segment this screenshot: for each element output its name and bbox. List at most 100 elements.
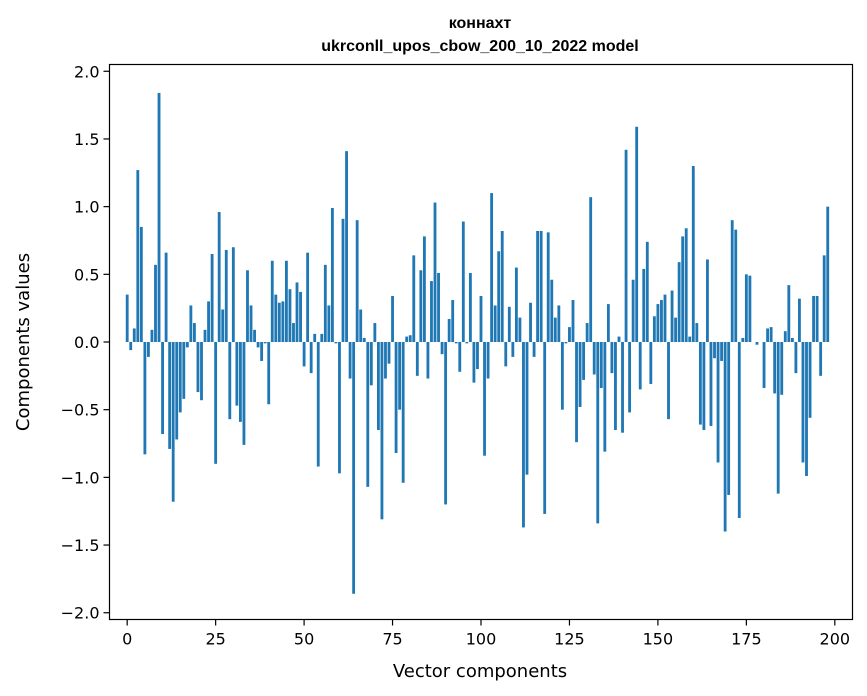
bar	[440, 342, 444, 355]
bar	[769, 327, 773, 342]
x-tick-label: 150	[643, 630, 674, 649]
bar	[249, 305, 253, 342]
x-axis-label: Vector components	[393, 661, 567, 682]
bar	[175, 342, 179, 440]
bar	[610, 342, 614, 374]
bar	[447, 318, 451, 342]
bar	[564, 342, 568, 344]
bar	[709, 342, 713, 426]
bar	[815, 295, 819, 342]
bar	[359, 309, 363, 342]
y-tick-label: 0.5	[74, 265, 99, 284]
bar	[490, 193, 494, 342]
bar	[398, 342, 402, 410]
bar	[599, 342, 603, 389]
bar	[394, 342, 398, 453]
bar	[320, 333, 324, 342]
bar	[139, 226, 143, 342]
bar	[288, 289, 292, 342]
bar	[596, 342, 600, 524]
bar	[723, 342, 727, 532]
y-tick-label: −2.0	[61, 604, 100, 623]
bar	[631, 279, 635, 342]
bar	[147, 342, 150, 357]
bar	[408, 335, 412, 342]
x-tick-label: 75	[382, 630, 402, 649]
bar	[780, 342, 784, 395]
bar	[341, 218, 345, 342]
bar	[412, 255, 416, 342]
bar	[511, 342, 515, 357]
bar	[391, 295, 394, 342]
bar	[267, 342, 271, 405]
bar	[274, 294, 278, 342]
bar	[387, 342, 391, 364]
bar	[306, 252, 310, 342]
bar	[762, 342, 766, 389]
bar	[706, 259, 709, 342]
bar	[178, 342, 182, 413]
bar	[801, 342, 805, 463]
bar	[161, 342, 164, 435]
bar	[479, 295, 483, 342]
bar	[458, 342, 462, 372]
bar	[299, 291, 302, 342]
bar	[193, 323, 196, 342]
bar	[652, 316, 656, 342]
bar	[129, 342, 133, 351]
plot-frame	[108, 63, 854, 621]
bar	[493, 305, 497, 342]
bar	[422, 236, 426, 342]
bar	[189, 305, 193, 342]
y-tick-label: 0.0	[74, 333, 99, 352]
bar	[182, 342, 186, 399]
bar	[313, 333, 317, 342]
bar	[720, 342, 724, 361]
bar	[568, 327, 571, 342]
bar	[242, 342, 246, 445]
bar	[323, 264, 327, 342]
bar	[327, 305, 331, 342]
bar	[514, 267, 518, 342]
bar	[667, 342, 670, 420]
bar	[362, 337, 366, 342]
bar	[691, 166, 695, 342]
bar	[369, 342, 373, 386]
bar	[603, 342, 607, 452]
bar	[585, 323, 589, 342]
bar	[755, 342, 759, 345]
bar	[401, 342, 405, 483]
bar	[207, 301, 210, 342]
bar	[688, 336, 692, 342]
bar	[284, 260, 288, 342]
bar	[578, 342, 582, 407]
bar	[437, 272, 440, 342]
y-tick-label: −1.5	[61, 536, 100, 555]
bar	[419, 270, 423, 342]
bar	[483, 342, 486, 456]
bar	[136, 170, 140, 342]
bar	[702, 342, 706, 430]
bar	[292, 323, 295, 342]
bar	[589, 197, 593, 342]
bar	[295, 282, 299, 342]
bar	[221, 309, 225, 342]
bar	[185, 342, 189, 348]
bar	[366, 342, 370, 487]
bar	[164, 252, 168, 342]
bar	[472, 342, 476, 383]
bar	[246, 270, 249, 342]
bar	[196, 342, 200, 393]
bar	[677, 262, 681, 342]
bar	[532, 342, 536, 357]
x-tick-label: 125	[554, 630, 585, 649]
bar	[539, 231, 543, 342]
bar	[203, 329, 207, 342]
bar	[345, 151, 348, 342]
bar	[224, 249, 228, 342]
bar	[748, 275, 752, 342]
bar	[645, 241, 649, 342]
bar	[125, 294, 129, 342]
bar	[805, 342, 808, 477]
